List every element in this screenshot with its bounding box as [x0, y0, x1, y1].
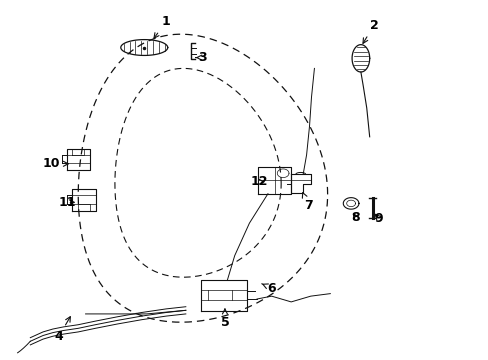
Text: 3: 3: [195, 51, 207, 64]
Text: 12: 12: [250, 175, 267, 188]
Text: 9: 9: [374, 212, 383, 225]
Text: 1: 1: [154, 15, 170, 38]
Text: 5: 5: [220, 309, 229, 329]
Text: 4: 4: [54, 317, 70, 343]
Text: 6: 6: [261, 282, 275, 294]
Text: 10: 10: [42, 157, 68, 170]
Text: 11: 11: [59, 196, 76, 209]
Text: 7: 7: [302, 193, 312, 212]
Text: 8: 8: [351, 211, 360, 224]
Text: 2: 2: [362, 19, 378, 43]
